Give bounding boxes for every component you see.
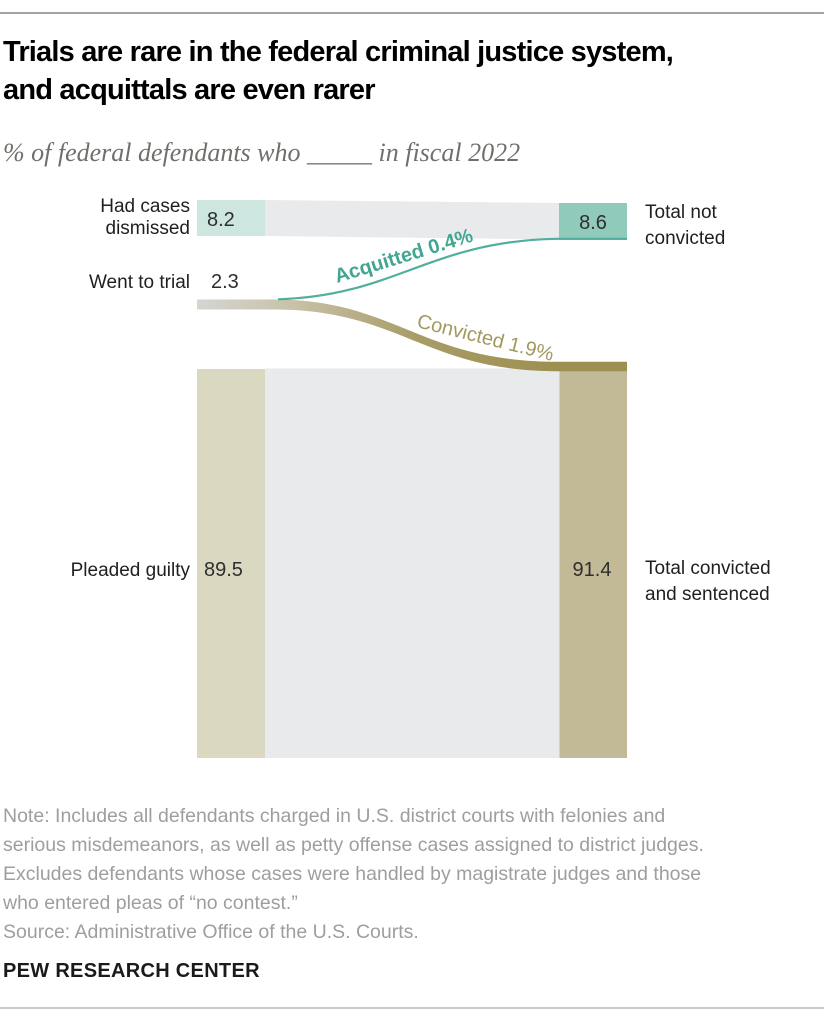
flow-dismissed-band (265, 200, 559, 240)
label-had-cases-line2: dismissed (106, 218, 190, 239)
value-not-convicted: 8.6 (579, 212, 607, 234)
note-line-2: serious misdemeanors, as well as petty o… (3, 834, 704, 856)
chart-subtitle: % of federal defendants who _____ in fis… (3, 138, 521, 167)
top-divider (0, 12, 824, 14)
page-title: Trials are rare in the federal criminal … (3, 33, 674, 109)
label-total-not-convicted-line1: Total not (645, 202, 718, 223)
label-total-convicted-line2: and sentenced (645, 584, 770, 605)
label-went-to-trial: Went to trial (89, 272, 190, 293)
note-line-1: Note: Includes all defendants charged in… (3, 805, 666, 827)
node-had-cases-dismissed (197, 200, 265, 236)
label-pleaded-guilty: Pleaded guilty (71, 560, 191, 581)
value-dismissed: 8.2 (207, 209, 235, 231)
pew-research-center-brand: PEW RESEARCH CENTER (3, 960, 260, 982)
label-total-not-convicted-line2: convicted (645, 228, 725, 249)
source-line: Source: Administrative Office of the U.S… (3, 921, 419, 943)
flow-convicted-band (197, 299, 627, 372)
node-total-not-convicted (559, 203, 627, 240)
value-convicted: 91.4 (573, 559, 612, 581)
label-total-convicted-line1: Total convicted (645, 558, 771, 579)
title-line-2: and acquittals are even rarer (3, 74, 376, 106)
node-total-convicted (559, 371, 627, 758)
label-had-cases-line1: Had cases (100, 196, 190, 217)
title-line-1: Trials are rare in the federal criminal … (3, 36, 674, 68)
node-pleaded-guilty (197, 369, 265, 758)
value-trial: 2.3 (211, 271, 239, 293)
flow-guilty-band (265, 368, 560, 758)
note-line-3: Excludes defendants whose cases were han… (3, 863, 702, 885)
chart-note: Note: Includes all defendants charged in… (3, 802, 704, 947)
note-line-4: who entered pleas of “no contest.” (3, 892, 298, 914)
value-guilty: 89.5 (204, 559, 243, 581)
bottom-divider (0, 1007, 824, 1009)
flow-acquitted-line (277, 237, 627, 301)
